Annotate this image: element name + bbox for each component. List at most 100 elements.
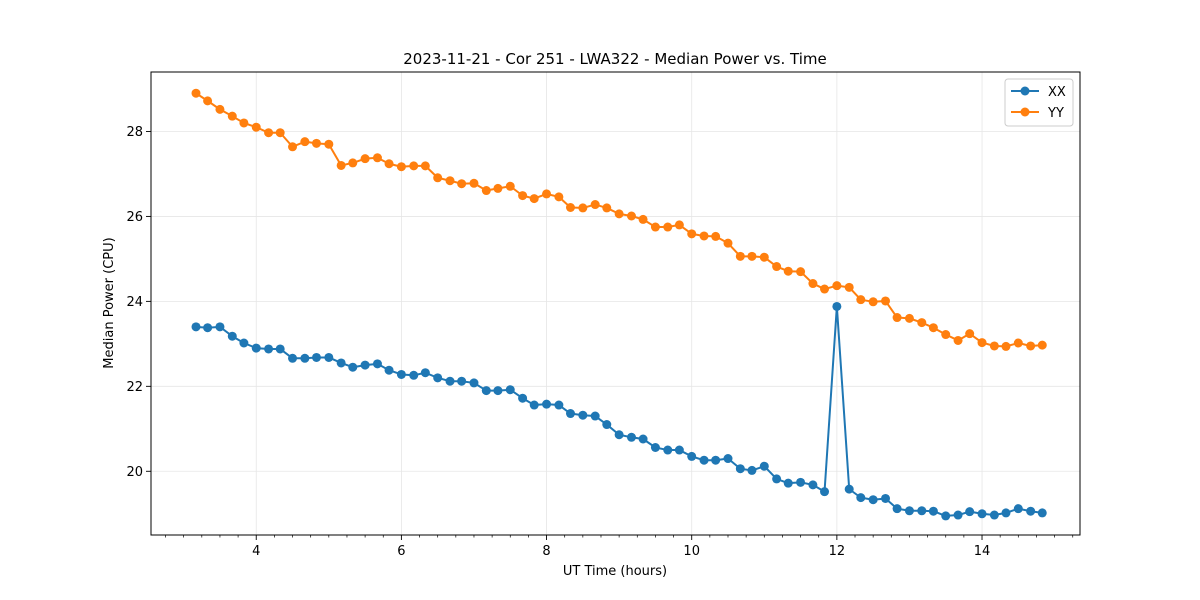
data-point-yy <box>638 214 648 224</box>
data-point-yy <box>856 295 866 305</box>
data-point-yy <box>928 323 938 333</box>
data-point-yy <box>614 209 624 219</box>
data-point-xx <box>747 465 757 475</box>
data-point-xx <box>953 510 963 520</box>
data-point-yy <box>1026 341 1036 351</box>
data-point-yy <box>687 229 697 239</box>
data-point-xx <box>372 359 382 369</box>
data-point-xx <box>638 434 648 444</box>
data-point-yy <box>215 104 225 114</box>
data-point-yy <box>493 183 503 193</box>
data-point-yy <box>1037 340 1047 350</box>
data-point-xx <box>687 451 697 461</box>
data-point-xx <box>977 509 987 519</box>
data-point-yy <box>529 194 539 204</box>
data-point-xx <box>191 322 201 332</box>
data-point-yy <box>796 267 806 277</box>
data-point-yy <box>941 330 951 340</box>
data-point-yy <box>409 161 419 171</box>
data-point-xx <box>735 464 745 474</box>
data-point-yy <box>251 122 261 132</box>
data-point-yy <box>542 189 552 199</box>
data-point-xx <box>215 322 225 332</box>
x-axis-label: UT Time (hours) <box>563 564 667 579</box>
data-point-yy <box>360 154 370 164</box>
data-point-xx <box>445 376 455 386</box>
data-point-xx <box>614 430 624 440</box>
data-point-yy <box>650 222 660 232</box>
data-point-yy <box>663 222 673 232</box>
chart-title: 2023-11-21 - Cor 251 - LWA322 - Median P… <box>403 50 827 68</box>
data-point-xx <box>590 411 600 421</box>
data-point-yy <box>904 313 914 323</box>
data-point-xx <box>420 368 430 378</box>
data-point-xx <box>348 362 358 372</box>
data-point-xx <box>227 331 237 341</box>
data-point-yy <box>1013 338 1023 348</box>
data-point-yy <box>590 200 600 210</box>
x-tick-label: 12 <box>829 544 846 559</box>
data-point-xx <box>1013 504 1023 514</box>
data-point-xx <box>396 369 406 379</box>
y-tick-label: 26 <box>126 210 143 225</box>
legend: XX YY <box>1004 78 1074 127</box>
data-point-yy <box>699 231 709 241</box>
data-point-xx <box>832 301 842 311</box>
data-point-xx <box>554 400 564 410</box>
data-point-yy <box>820 284 830 294</box>
data-point-yy <box>953 335 963 345</box>
data-point-yy <box>808 279 818 289</box>
data-point-xx <box>856 493 866 503</box>
data-point-yy <box>602 203 612 213</box>
data-point-xx <box>904 506 914 516</box>
data-point-xx <box>989 510 999 520</box>
data-point-yy <box>505 181 515 191</box>
data-point-yy <box>735 251 745 261</box>
data-point-yy <box>977 338 987 348</box>
data-point-xx <box>203 323 213 333</box>
series-layer <box>191 88 1047 521</box>
data-point-xx <box>965 507 975 517</box>
data-point-yy <box>445 176 455 186</box>
data-point-yy <box>626 211 636 221</box>
data-point-yy <box>868 297 878 307</box>
data-point-yy <box>481 186 491 196</box>
data-point-xx <box>481 386 491 396</box>
y-tick-label: 22 <box>126 380 143 395</box>
data-point-yy <box>1001 341 1011 351</box>
data-point-yy <box>264 128 274 138</box>
data-point-xx <box>542 399 552 409</box>
x-tick-label: 10 <box>683 544 700 559</box>
plot-frame <box>150 71 1081 536</box>
data-point-yy <box>892 313 902 323</box>
data-point-xx <box>360 360 370 370</box>
legend-label-yy: YY <box>1047 106 1064 121</box>
y-tick-label: 24 <box>126 295 143 310</box>
data-point-yy <box>420 161 430 171</box>
x-tick-label: 4 <box>252 544 260 559</box>
data-point-xx <box>409 370 419 380</box>
data-point-xx <box>251 343 261 353</box>
data-point-xx <box>529 400 539 410</box>
data-point-yy <box>917 318 927 328</box>
data-point-xx <box>880 493 890 503</box>
data-point-xx <box>699 455 709 465</box>
data-point-xx <box>578 410 588 420</box>
data-point-yy <box>880 296 890 306</box>
data-point-yy <box>348 158 358 168</box>
data-point-xx <box>493 386 503 396</box>
data-point-yy <box>433 173 443 183</box>
x-tick-label: 14 <box>974 544 991 559</box>
data-point-yy <box>311 138 321 148</box>
data-point-xx <box>820 487 830 497</box>
data-point-xx <box>783 478 793 488</box>
y-tick-label: 20 <box>126 465 143 480</box>
data-point-xx <box>311 352 321 362</box>
data-point-xx <box>288 353 298 363</box>
data-point-xx <box>457 376 467 386</box>
data-point-yy <box>566 203 575 212</box>
data-point-yy <box>554 192 564 202</box>
data-point-xx <box>796 477 806 487</box>
y-tick-label: 28 <box>126 125 143 140</box>
data-point-yy <box>288 142 298 152</box>
